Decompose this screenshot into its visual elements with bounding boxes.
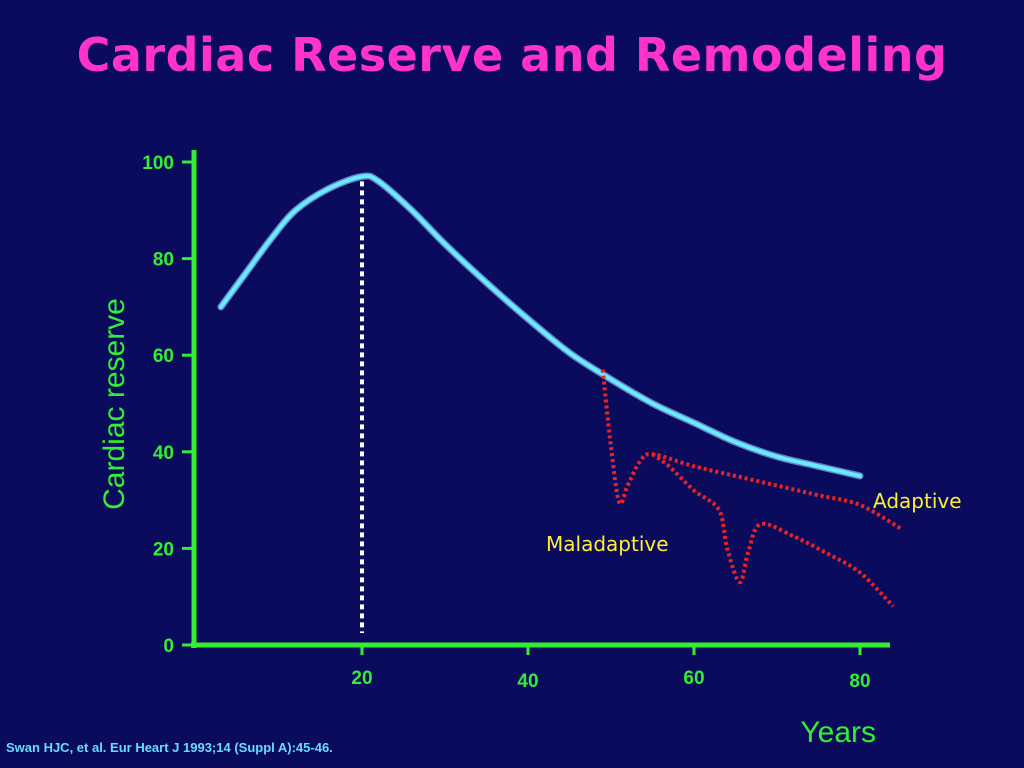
y-tick-label: 0 [163,636,174,657]
chart-ticks: 0 20 40 60 80 100 20 40 60 80 [142,153,870,692]
chart-series [217,172,903,633]
y-tick-label: 60 [153,346,174,367]
y-tick-label: 40 [153,443,174,464]
maladaptive-curve-line [651,452,895,608]
x-tick-label: 20 [351,668,372,689]
y-tick-label: 20 [153,539,174,560]
x-tick-label: 80 [849,671,870,692]
y-tick-label: 100 [142,153,174,174]
x-axis-title: Years [800,716,876,749]
citation-text: Swan HJC, et al. Eur Heart J 1993;14 (Su… [6,740,333,755]
maladaptive-annotation: Maladaptive [546,532,669,556]
adaptive-annotation: Adaptive [873,489,962,513]
x-tick-label: 60 [683,668,704,689]
adaptive-curve-line [600,369,903,531]
x-tick-label: 40 [517,671,538,692]
chart-axes [191,150,890,648]
y-axis-title: Cardiac reserve [98,298,131,510]
chart-labels: Cardiac reserve Years Adaptive Maladaptive [98,298,962,749]
main-curve-shadow [217,172,864,480]
chart-title: Cardiac Reserve and Remodeling [76,28,948,82]
y-tick-label: 80 [153,250,174,271]
main-curve-line [218,173,862,478]
